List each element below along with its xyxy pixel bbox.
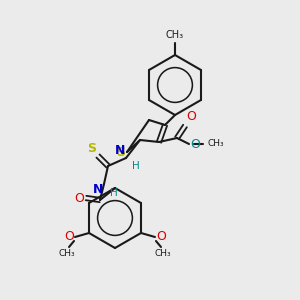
Text: CH₃: CH₃ xyxy=(166,30,184,40)
Text: H: H xyxy=(110,188,118,198)
Text: O: O xyxy=(74,191,84,205)
Text: O: O xyxy=(64,230,74,244)
Text: O: O xyxy=(190,137,200,151)
Text: O: O xyxy=(156,230,166,244)
Text: CH₃: CH₃ xyxy=(59,249,75,258)
Text: CH₃: CH₃ xyxy=(155,249,171,258)
Text: N: N xyxy=(93,183,103,196)
Text: CH₃: CH₃ xyxy=(208,140,225,148)
Text: N: N xyxy=(115,144,125,157)
Text: S: S xyxy=(116,146,125,160)
Text: S: S xyxy=(87,142,96,155)
Text: H: H xyxy=(132,161,140,171)
Text: O: O xyxy=(186,110,196,123)
